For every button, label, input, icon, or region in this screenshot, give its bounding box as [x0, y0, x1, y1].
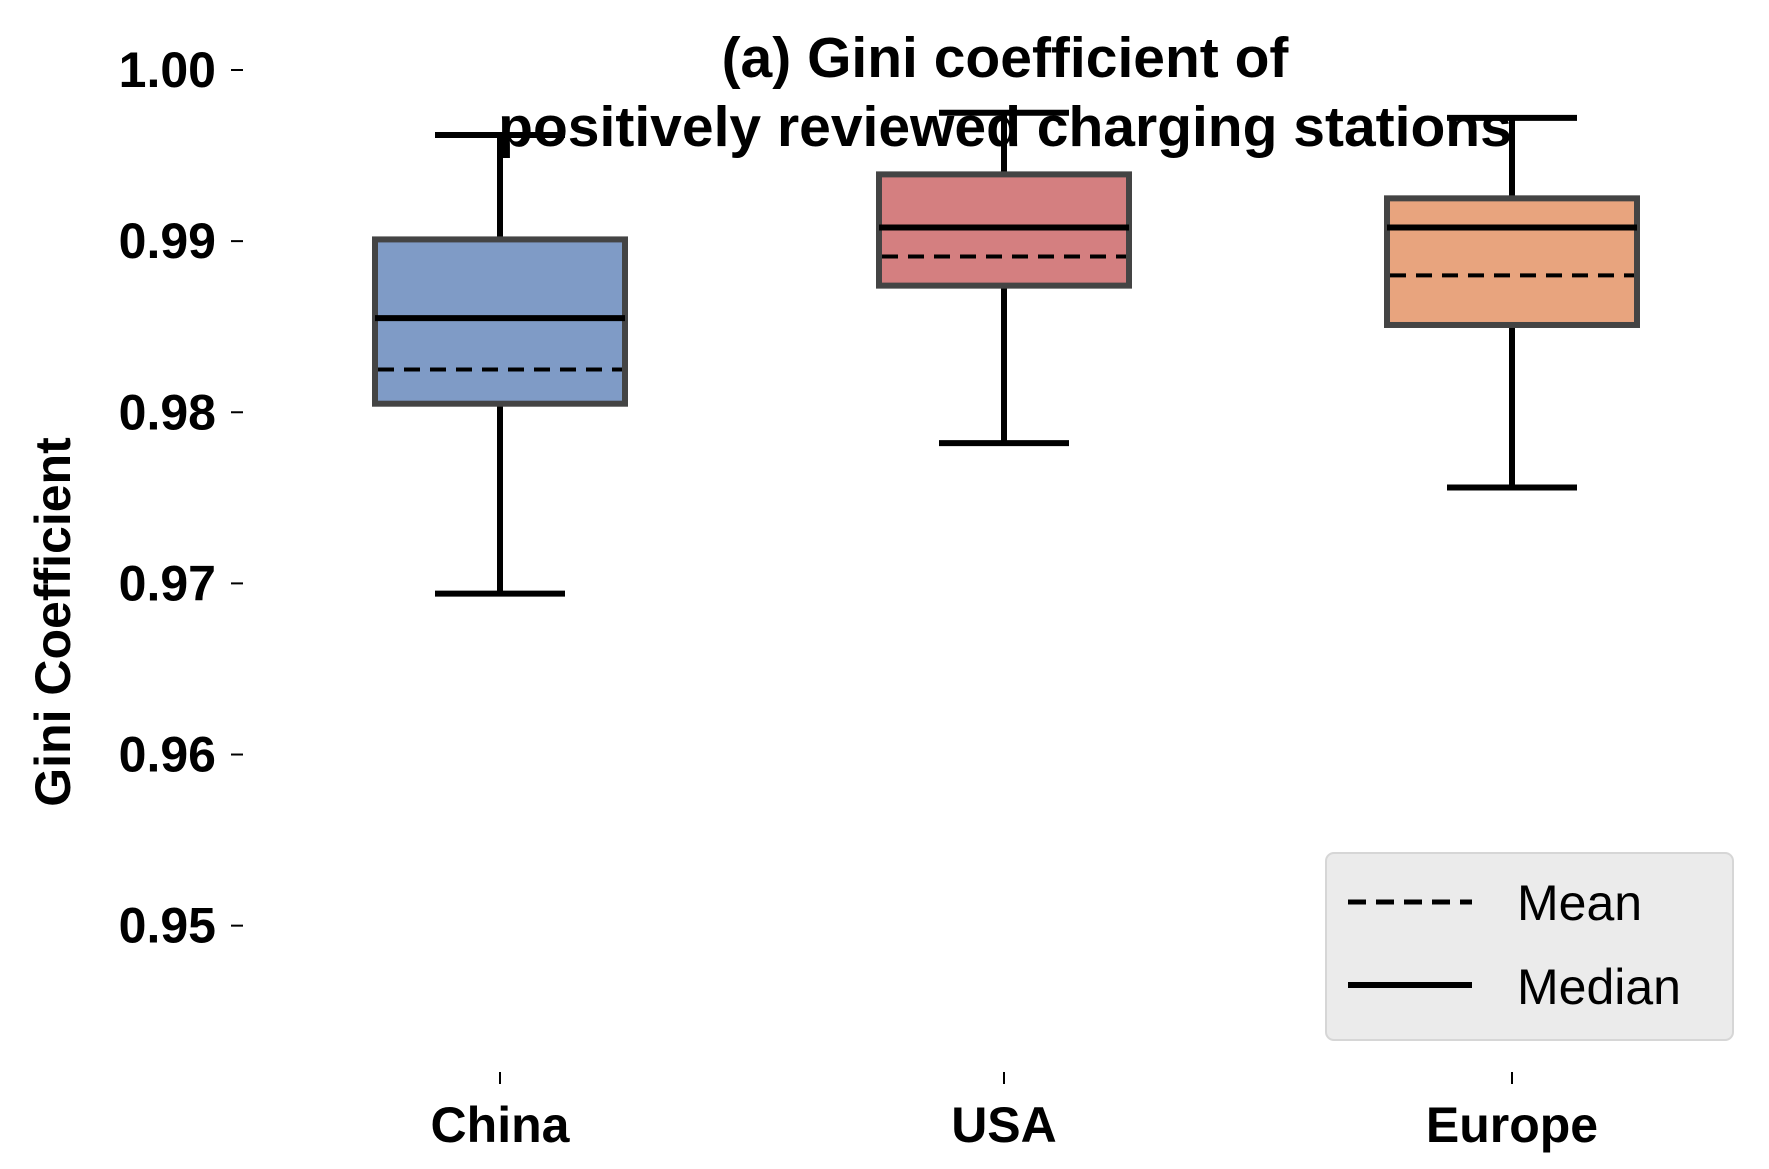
box-europe [1384, 195, 1640, 328]
x-tick-label: Europe [1426, 1097, 1598, 1153]
box-group [372, 109, 1640, 597]
y-tick-label: 0.98 [119, 384, 216, 440]
y-tick-label: 0.97 [119, 555, 216, 611]
legend-mean-label: Mean [1517, 875, 1642, 931]
x-tick-label: USA [951, 1097, 1057, 1153]
y-tick-label: 0.95 [119, 898, 216, 954]
legend: Mean Median [1325, 852, 1734, 1041]
legend-median-label: Median [1517, 959, 1681, 1015]
box-china [372, 236, 628, 407]
y-tick-label: 0.96 [119, 727, 216, 783]
y-axis: 0.95 0.96 0.97 0.98 0.99 1.00 [119, 42, 243, 954]
legend-frame [1325, 852, 1734, 1041]
chart-title-line-1: (a) Gini coefficient of [722, 26, 1290, 90]
y-tick-label: 1.00 [119, 42, 216, 98]
y-axis-label: Gini Coefficient [25, 437, 81, 807]
x-tick-label: China [431, 1097, 571, 1153]
x-axis: China USA Europe [431, 1072, 1598, 1153]
y-tick-label: 0.99 [119, 213, 216, 269]
